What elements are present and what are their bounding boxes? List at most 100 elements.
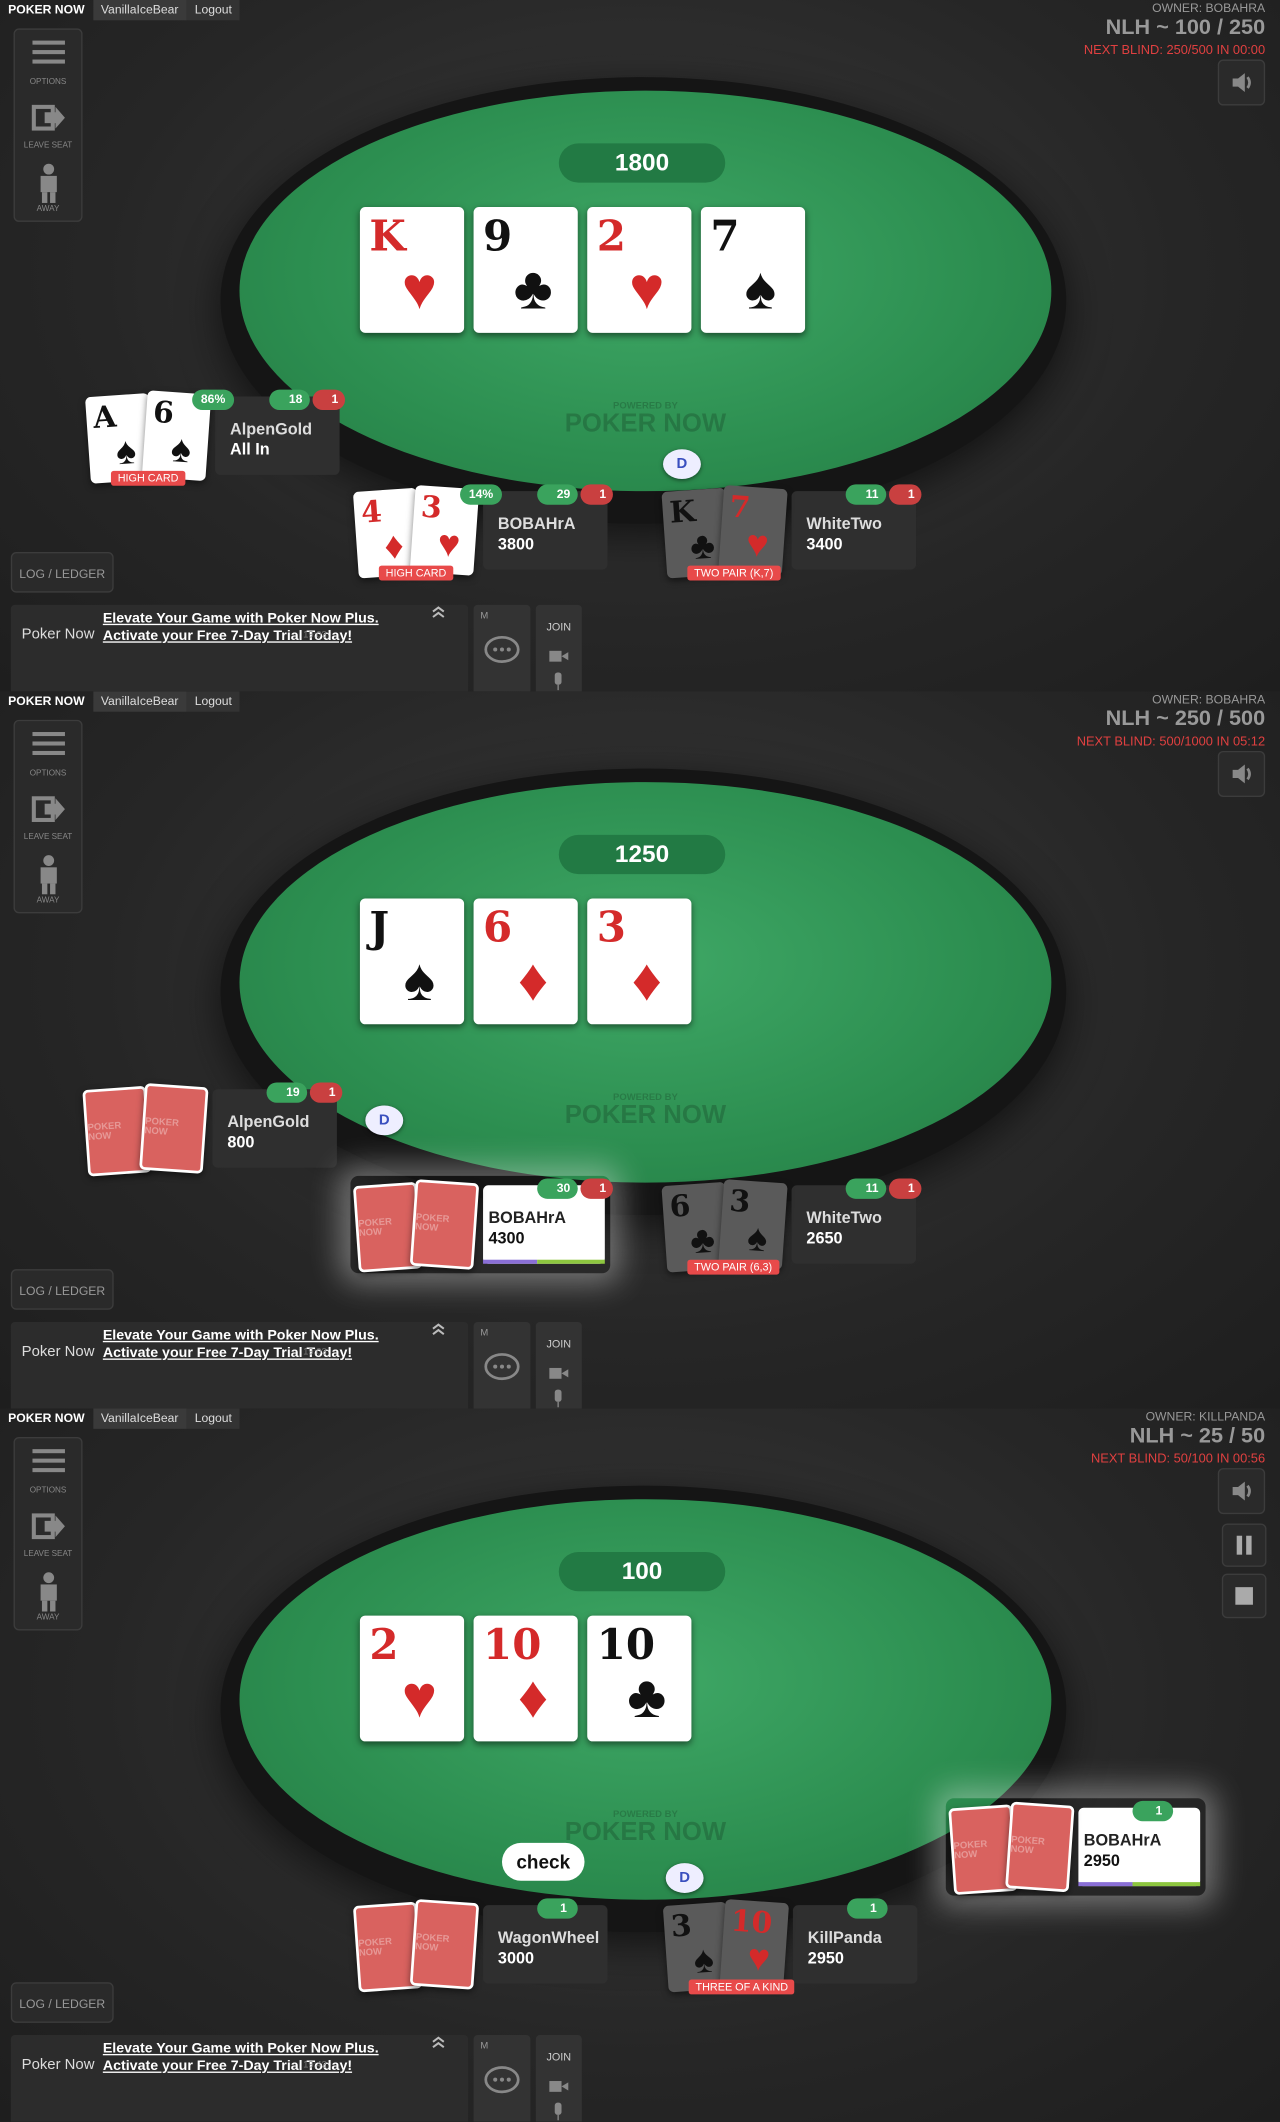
- sound-button[interactable]: [1217, 1468, 1266, 1515]
- player-stack: 800: [227, 1132, 255, 1152]
- dealer-button: D: [665, 1863, 704, 1893]
- chips-badge: 30: [537, 1178, 578, 1199]
- sound-button[interactable]: [1217, 59, 1266, 106]
- player-stack: 3800: [497, 534, 535, 554]
- player-stack: 2950: [807, 1948, 844, 1968]
- card-back: POKER NOW: [1005, 1801, 1075, 1893]
- chat-sender: Poker Now: [21, 626, 95, 643]
- card-suit: ♥: [436, 521, 462, 566]
- user-button[interactable]: VanillaIceBear: [92, 691, 187, 712]
- chips-badge: 11: [845, 1178, 887, 1199]
- hand-label: HIGH CARD: [378, 565, 454, 581]
- chips-count: 1: [560, 1901, 567, 1915]
- chat-message[interactable]: Elevate Your Game with Poker Now Plus. A…: [102, 1327, 379, 1362]
- menu-label: LEAVE SEAT: [23, 1550, 73, 1559]
- player-name: WagonWheel: [497, 1928, 600, 1948]
- equity-badge: 14%: [460, 484, 502, 505]
- user-button[interactable]: VanillaIceBear: [92, 1408, 187, 1429]
- join-panel[interactable]: JOIN: [535, 604, 582, 692]
- player-name: BOBAHrA: [497, 514, 576, 534]
- menu-item[interactable]: AWAY: [15, 160, 81, 221]
- player-name: AlpenGold: [230, 419, 313, 439]
- log-button[interactable]: LOG / LEDGER: [10, 552, 114, 593]
- card-back: POKER NOW: [139, 1083, 209, 1174]
- side-menu: OPTIONS LEAVE SEAT AWAY: [13, 719, 83, 914]
- chips-badge: 1: [1132, 1800, 1174, 1822]
- chat-icon: [484, 1353, 520, 1381]
- menu-item[interactable]: LEAVE SEAT: [15, 96, 81, 157]
- hole-card: 10 ♥: [719, 1898, 790, 1990]
- board-card: J ♠: [359, 898, 465, 1025]
- menu-label: AWAY: [36, 897, 60, 906]
- logout-button[interactable]: Logout: [186, 691, 241, 712]
- card-suit: ♣: [627, 1664, 667, 1731]
- chat-button[interactable]: M: [473, 604, 531, 692]
- menu-icon: [32, 1449, 65, 1473]
- chevron: [432, 606, 445, 618]
- menu-icon: [31, 796, 65, 822]
- watermark-powered: POWERED BY: [613, 401, 678, 412]
- brand: POKER NOW: [8, 2, 85, 17]
- menu-item[interactable]: OPTIONS: [15, 1441, 81, 1502]
- card-suit: ♥: [401, 1664, 438, 1731]
- top-nav: POKER NOW VanillaIceBear Logout: [0, 691, 241, 712]
- menu-item[interactable]: OPTIONS: [15, 32, 81, 93]
- menu-item[interactable]: OPTIONS: [15, 724, 81, 785]
- pot: 100: [558, 1551, 726, 1592]
- chat-message[interactable]: Elevate Your Game with Poker Now Plus. A…: [102, 2040, 379, 2075]
- menu-item[interactable]: LEAVE SEAT: [15, 787, 81, 848]
- logout-button[interactable]: Logout: [186, 0, 241, 21]
- sound-button[interactable]: [1217, 750, 1266, 797]
- video-mic-icons: [549, 2081, 569, 2121]
- logout-button[interactable]: Logout: [186, 1408, 241, 1429]
- board-card: 7 ♠: [700, 207, 806, 333]
- losses-badge: 1: [309, 1082, 343, 1103]
- sound-icon: [1232, 1481, 1251, 1501]
- pause-button[interactable]: [1221, 1523, 1267, 1567]
- chat-sender: Poker Now: [21, 1343, 95, 1360]
- chat-button[interactable]: M: [473, 2035, 531, 2122]
- top-nav: POKER NOW VanillaIceBear Logout: [0, 0, 241, 21]
- stakes: NLH ~ 250 / 500: [1105, 707, 1266, 731]
- dealer-button: D: [663, 449, 701, 479]
- card-suit: ♥: [746, 1935, 772, 1980]
- chat-message[interactable]: Elevate Your Game with Poker Now Plus. A…: [102, 610, 379, 645]
- hand-label: TWO PAIR (6,3): [687, 1259, 779, 1275]
- hand-label: HIGH CARD: [110, 470, 186, 486]
- join-label: JOIN: [546, 1338, 572, 1351]
- card-rank: 10: [596, 1620, 656, 1670]
- chips-count: 19: [286, 1085, 300, 1099]
- card-rank: 2: [596, 212, 626, 262]
- side-menu: OPTIONS LEAVE SEAT AWAY: [13, 1436, 83, 1631]
- collapse-icon: [430, 605, 446, 623]
- user-button[interactable]: VanillaIceBear: [92, 0, 187, 21]
- player-name: BOBAHrA: [1083, 1830, 1162, 1850]
- card-suit: ♦: [517, 947, 549, 1014]
- menu-item[interactable]: LEAVE SEAT: [15, 1505, 81, 1566]
- video-mic-icons: [549, 650, 569, 691]
- join-panel[interactable]: JOIN: [535, 1321, 582, 1409]
- menu-item[interactable]: AWAY: [15, 1568, 81, 1629]
- card-rank: 3: [596, 903, 626, 953]
- chips-count: 18: [288, 392, 303, 406]
- stakes: NLH ~ 25 / 50: [1129, 1424, 1266, 1448]
- losses-badge: 1: [888, 484, 922, 505]
- log-button[interactable]: LOG / LEDGER: [10, 1269, 114, 1310]
- chat-time: 19:03: [303, 1347, 327, 1358]
- timer-bar-green: [1132, 1882, 1201, 1887]
- stop-button[interactable]: [1221, 1573, 1267, 1619]
- log-button[interactable]: LOG / LEDGER: [10, 1982, 114, 2023]
- board-card: 10 ♣: [587, 1615, 692, 1742]
- next-blind: NEXT BLIND: 50/100 IN 00:56: [1090, 1451, 1266, 1467]
- join-panel[interactable]: JOIN: [535, 2035, 582, 2122]
- hand-label: TWO PAIR (K,7): [687, 565, 781, 581]
- chips-badge: 29: [537, 484, 578, 505]
- losses-count: 1: [907, 487, 915, 501]
- player-stack: 3400: [806, 534, 843, 554]
- menu-item[interactable]: AWAY: [15, 851, 81, 912]
- brand: POKER NOW: [8, 1411, 85, 1425]
- chat-button[interactable]: M: [473, 1321, 531, 1409]
- chat-panel: Poker Now Elevate Your Game with Poker No…: [10, 2035, 469, 2122]
- card-suit: ♦: [631, 947, 662, 1014]
